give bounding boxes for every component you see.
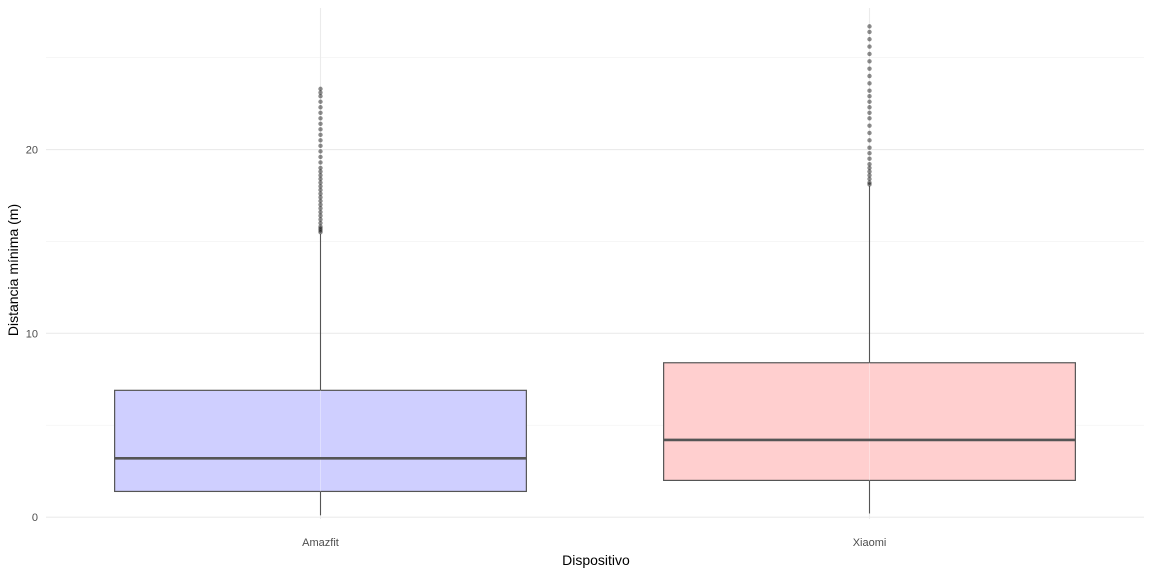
outlier-point — [867, 24, 872, 29]
outlier-point — [318, 226, 323, 231]
outlier-point — [318, 165, 323, 171]
outlier-point — [867, 169, 872, 174]
outlier-point — [318, 224, 323, 229]
x-tick-label: Xiaomi — [853, 537, 887, 549]
outlier-point — [318, 154, 323, 160]
box-body — [114, 389, 527, 493]
outlier-point — [318, 160, 323, 165]
x-axis-ticks: Amazfit Xiaomi — [302, 537, 886, 549]
outlier-point — [867, 81, 872, 86]
outlier-point — [867, 66, 872, 71]
outlier-point — [867, 180, 872, 185]
outlier-point — [867, 173, 872, 178]
y-tick-label: 0 — [32, 512, 38, 524]
outlier-point — [318, 195, 323, 200]
outlier-point — [867, 123, 872, 128]
outlier-point — [867, 130, 872, 136]
outlier-point — [318, 110, 323, 115]
outlier-point — [318, 230, 323, 235]
outlier-point — [318, 143, 323, 149]
outlier-point — [867, 73, 872, 79]
outlier-point — [318, 209, 323, 215]
outlier-point — [318, 187, 323, 193]
outlier-point — [867, 116, 872, 121]
outlier-point — [867, 99, 872, 104]
outlier-point — [867, 145, 872, 150]
outlier-point — [867, 37, 872, 42]
outlier-point — [318, 173, 323, 178]
outlier-point — [318, 86, 323, 92]
outlier-point — [867, 105, 872, 110]
outlier-point — [318, 105, 323, 110]
outlier-point — [318, 99, 323, 104]
outlier-point — [867, 156, 872, 161]
x-tick-label: Amazfit — [302, 537, 339, 549]
outlier-point — [318, 149, 323, 154]
outlier-point — [318, 220, 323, 226]
outlier-point — [318, 138, 323, 143]
outlier-point — [867, 182, 872, 187]
boxes — [114, 24, 1076, 516]
outlier-point — [867, 44, 872, 49]
outlier-point — [318, 132, 323, 138]
y-tick-label: 20 — [26, 145, 38, 157]
outlier-point — [867, 59, 872, 64]
outlier-point — [318, 121, 323, 127]
y-axis-ticks: 0 10 20 — [26, 145, 38, 525]
outlier-point — [867, 176, 872, 182]
box-body — [663, 362, 1076, 481]
outlier-point — [867, 88, 872, 93]
outlier-point — [318, 228, 323, 233]
outlier-point — [867, 94, 872, 99]
outlier-point — [318, 127, 323, 132]
outlier-point — [867, 151, 872, 156]
x-axis-title: Dispositivo — [562, 552, 630, 568]
outlier-point — [318, 94, 323, 99]
outlier-point — [867, 51, 872, 57]
box-xiaomi — [663, 24, 1076, 514]
outlier-point — [318, 176, 323, 182]
outlier-point — [318, 191, 323, 196]
outlier-point — [318, 213, 323, 218]
outlier-point — [318, 198, 323, 204]
outlier-point — [318, 116, 323, 121]
outlier-point — [318, 206, 323, 211]
outlier-point — [867, 110, 872, 115]
outlier-point — [867, 162, 872, 167]
outlier-point — [318, 184, 323, 189]
outlier-point — [318, 217, 323, 222]
outlier-point — [318, 180, 323, 185]
outlier-point — [867, 138, 872, 143]
box-amazfit — [114, 86, 527, 516]
y-axis-title: Distancia mínima (m) — [5, 204, 21, 336]
outlier-point — [318, 202, 323, 207]
outlier-point — [867, 29, 872, 35]
y-tick-label: 10 — [26, 328, 38, 340]
outlier-point — [318, 90, 323, 95]
outlier-point — [867, 165, 872, 171]
outlier-point — [318, 169, 323, 174]
